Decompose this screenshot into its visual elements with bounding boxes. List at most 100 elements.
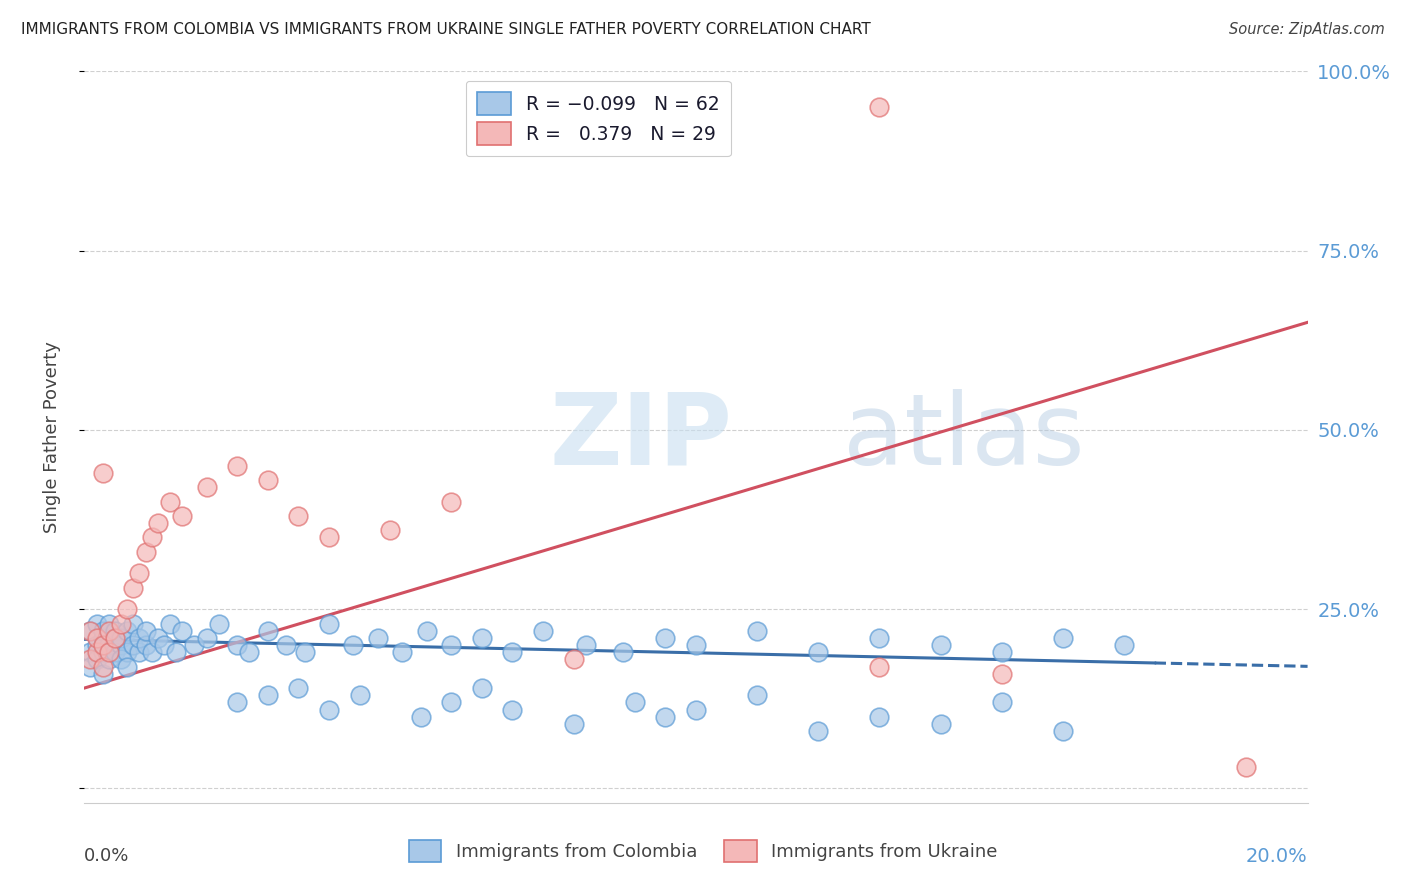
Point [991, 695, 1014, 709]
Point [135, 624, 157, 638]
Point [562, 717, 585, 731]
Point [91, 645, 114, 659]
Point [153, 638, 176, 652]
Point [104, 645, 127, 659]
Point [1114, 638, 1136, 652]
Point [172, 624, 194, 638]
Point [115, 659, 138, 673]
Text: 20.0%: 20.0% [1246, 847, 1308, 866]
Point [440, 695, 463, 709]
Point [97, 616, 120, 631]
Point [1052, 724, 1074, 739]
Point [79, 645, 101, 659]
Point [115, 624, 138, 638]
Point [97, 652, 120, 666]
Point [624, 695, 647, 709]
Point [869, 631, 891, 645]
Point [128, 645, 150, 659]
Point [747, 688, 769, 702]
Point [747, 624, 769, 638]
Point [226, 695, 249, 709]
Point [612, 645, 634, 659]
Point [128, 566, 150, 581]
Point [86, 645, 108, 659]
Point [440, 494, 463, 508]
Point [391, 645, 413, 659]
Point [226, 458, 249, 473]
Point [342, 638, 364, 652]
Point [128, 631, 150, 645]
Point [991, 645, 1014, 659]
Point [172, 508, 194, 523]
Point [122, 616, 145, 631]
Point [79, 624, 101, 638]
Point [318, 616, 340, 631]
Point [287, 681, 309, 695]
Text: ZIP: ZIP [550, 389, 733, 485]
Text: IMMIGRANTS FROM COLOMBIA VS IMMIGRANTS FROM UKRAINE SINGLE FATHER POVERTY CORREL: IMMIGRANTS FROM COLOMBIA VS IMMIGRANTS F… [21, 22, 870, 37]
Point [159, 494, 181, 508]
Point [110, 616, 132, 631]
Y-axis label: Single Father Poverty: Single Father Poverty [42, 341, 60, 533]
Point [575, 638, 598, 652]
Point [276, 638, 298, 652]
Point [195, 480, 218, 494]
Point [416, 624, 439, 638]
Point [685, 638, 707, 652]
Point [86, 616, 108, 631]
Point [238, 645, 260, 659]
Point [97, 645, 120, 659]
Point [135, 638, 157, 652]
Point [349, 688, 371, 702]
Point [86, 631, 108, 645]
Point [257, 688, 280, 702]
Point [471, 631, 494, 645]
Point [91, 666, 114, 681]
Point [654, 710, 676, 724]
Point [165, 645, 187, 659]
Point [1052, 631, 1074, 645]
Point [146, 631, 169, 645]
Point [226, 638, 249, 652]
Point [869, 100, 891, 114]
Point [318, 531, 340, 545]
Point [471, 681, 494, 695]
Point [685, 702, 707, 716]
Legend: R = −0.099   N = 62, R =   0.379   N = 29: R = −0.099 N = 62, R = 0.379 N = 29 [465, 81, 731, 156]
Point [115, 645, 138, 659]
Point [79, 659, 101, 673]
Point [531, 624, 554, 638]
Point [807, 724, 830, 739]
Point [86, 638, 108, 652]
Text: 0.0%: 0.0% [84, 847, 129, 864]
Point [91, 638, 114, 652]
Point [110, 638, 132, 652]
Point [208, 616, 231, 631]
Point [135, 545, 157, 559]
Point [807, 645, 830, 659]
Point [97, 624, 120, 638]
Point [183, 638, 205, 652]
Point [91, 631, 114, 645]
Legend: Immigrants from Colombia, Immigrants from Ukraine: Immigrants from Colombia, Immigrants fro… [402, 833, 1004, 870]
Text: Source: ZipAtlas.com: Source: ZipAtlas.com [1229, 22, 1385, 37]
Point [257, 473, 280, 487]
Point [380, 524, 402, 538]
Point [91, 659, 114, 673]
Point [367, 631, 389, 645]
Point [869, 659, 891, 673]
Point [104, 631, 127, 645]
Point [115, 602, 138, 616]
Point [294, 645, 316, 659]
Point [502, 702, 524, 716]
Point [1236, 760, 1258, 774]
Point [409, 710, 432, 724]
Point [159, 616, 181, 631]
Point [104, 624, 127, 638]
Point [104, 631, 127, 645]
Point [257, 624, 280, 638]
Point [122, 581, 145, 595]
Point [929, 638, 952, 652]
Point [502, 645, 524, 659]
Point [991, 666, 1014, 681]
